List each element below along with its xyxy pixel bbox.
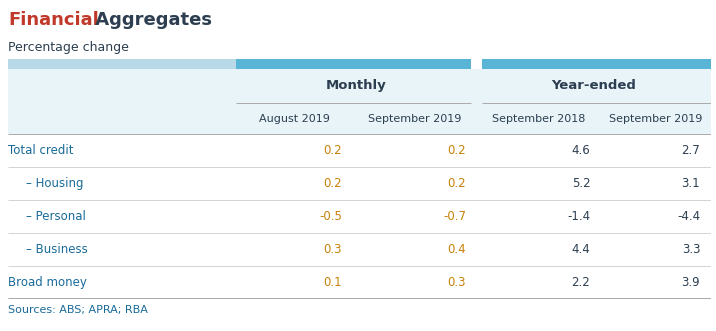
FancyBboxPatch shape — [9, 167, 711, 200]
FancyBboxPatch shape — [9, 200, 711, 233]
Text: 0.4: 0.4 — [448, 243, 466, 256]
Text: September 2018: September 2018 — [492, 114, 586, 124]
Text: Broad money: Broad money — [9, 275, 87, 289]
Text: August 2019: August 2019 — [258, 114, 329, 124]
FancyBboxPatch shape — [471, 60, 483, 69]
FancyBboxPatch shape — [9, 265, 711, 299]
Text: 4.4: 4.4 — [571, 243, 590, 256]
Text: -1.4: -1.4 — [567, 210, 590, 223]
Text: -0.5: -0.5 — [319, 210, 342, 223]
FancyBboxPatch shape — [9, 69, 711, 134]
Text: 3.3: 3.3 — [682, 243, 700, 256]
Text: 0.2: 0.2 — [324, 177, 342, 190]
FancyBboxPatch shape — [483, 60, 711, 69]
Text: Aggregates: Aggregates — [90, 11, 213, 29]
Text: Sources: ABS; APRA; RBA: Sources: ABS; APRA; RBA — [9, 305, 148, 315]
Text: -4.4: -4.4 — [677, 210, 700, 223]
Text: 3.9: 3.9 — [682, 275, 700, 289]
Text: Percentage change: Percentage change — [9, 41, 130, 54]
Text: 4.6: 4.6 — [571, 144, 590, 157]
Text: 2.2: 2.2 — [571, 275, 590, 289]
Text: Financial: Financial — [9, 11, 100, 29]
FancyBboxPatch shape — [9, 233, 711, 265]
Text: – Personal: – Personal — [26, 210, 86, 223]
Text: 0.2: 0.2 — [448, 177, 466, 190]
FancyBboxPatch shape — [9, 134, 711, 167]
Text: Total credit: Total credit — [9, 144, 74, 157]
Text: 0.2: 0.2 — [448, 144, 466, 157]
Text: 2.7: 2.7 — [682, 144, 700, 157]
Text: 0.3: 0.3 — [448, 275, 466, 289]
Text: – Business: – Business — [26, 243, 88, 256]
Text: Year-ended: Year-ended — [551, 79, 637, 92]
FancyBboxPatch shape — [236, 60, 471, 69]
Text: -0.7: -0.7 — [443, 210, 466, 223]
Text: 3.1: 3.1 — [682, 177, 700, 190]
Text: September 2019: September 2019 — [609, 114, 702, 124]
Text: – Housing: – Housing — [26, 177, 84, 190]
Text: Monthly: Monthly — [326, 79, 387, 92]
Text: 0.2: 0.2 — [324, 144, 342, 157]
Text: September 2019: September 2019 — [368, 114, 461, 124]
Text: 5.2: 5.2 — [571, 177, 590, 190]
Text: 0.1: 0.1 — [324, 275, 342, 289]
Text: 0.3: 0.3 — [324, 243, 342, 256]
FancyBboxPatch shape — [9, 60, 236, 69]
